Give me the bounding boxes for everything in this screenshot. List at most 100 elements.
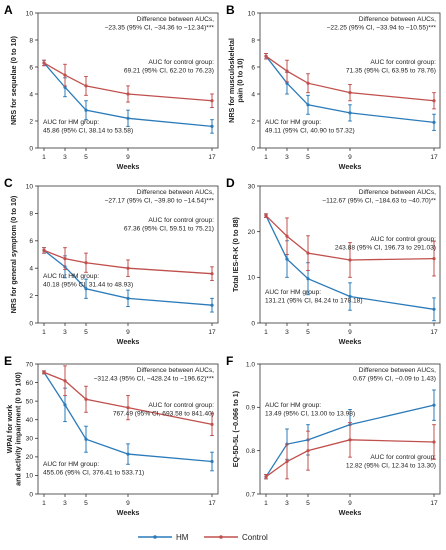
x-tick-label: 1 bbox=[42, 329, 46, 336]
data-point-control bbox=[348, 258, 352, 262]
series-control bbox=[264, 53, 436, 110]
y-tick-label: 30 bbox=[248, 183, 256, 190]
x-tick-label: 9 bbox=[348, 329, 352, 336]
data-point-control bbox=[306, 81, 310, 85]
x-tick-label: 3 bbox=[63, 500, 67, 507]
annotation-diff-title: Difference between AUCs, bbox=[137, 16, 214, 23]
y-axis-label: NRS for sequelae (0 to 10) bbox=[9, 35, 18, 125]
y-tick-label: 2 bbox=[251, 118, 255, 125]
y-axis-label: Total IES-R-K (0 to 88) bbox=[231, 216, 240, 292]
panel-b: B 0 2 4 6 8 10 1 3 5 9 17 Weeks NRS for musculoskelet… bbox=[226, 3, 441, 171]
annotation-control-value: 69.21 (95% CI, 62.20 to 76.23) bbox=[124, 68, 214, 75]
y-tick-label: 0.9 bbox=[246, 405, 255, 412]
data-point-control bbox=[264, 54, 268, 58]
data-point-control bbox=[432, 257, 436, 261]
panel-letter: D bbox=[226, 176, 235, 190]
y-tick-label: 70 bbox=[26, 361, 34, 368]
data-point-control bbox=[42, 61, 46, 65]
panel-f: F 0.7 0.8 0.9 1.0 1 3 5 9 17 Weeks EQ-5D-5L (−0.066… bbox=[226, 354, 441, 517]
y-axis-label: WPAI for workand activity impairment (0 … bbox=[5, 371, 23, 485]
y-tick-label: 2 bbox=[29, 293, 33, 300]
data-point-hm bbox=[285, 81, 289, 85]
data-point-control bbox=[210, 272, 214, 276]
y-tick-label: 0 bbox=[29, 145, 33, 152]
x-axis-label: Weeks bbox=[339, 162, 362, 171]
panel-e: E 0 10 20 30 40 50 60 70 1 3 5 9 17 Weeks WPAI for work… bbox=[4, 354, 219, 517]
y-axis-label-line: pain (0 to 10) bbox=[236, 58, 245, 103]
data-point-hm bbox=[126, 452, 130, 456]
y-tick-label: 8 bbox=[29, 211, 33, 218]
x-tick-label: 3 bbox=[285, 500, 289, 507]
y-tick-label: 0 bbox=[29, 320, 33, 327]
panel-letter: C bbox=[4, 176, 13, 190]
data-point-hm bbox=[432, 307, 436, 311]
series-control bbox=[42, 247, 214, 282]
data-point-control bbox=[264, 214, 268, 218]
data-point-hm bbox=[84, 287, 88, 291]
x-tick-label: 1 bbox=[264, 329, 268, 336]
data-point-hm bbox=[63, 403, 67, 407]
x-tick-label: 3 bbox=[285, 154, 289, 161]
data-point-hm bbox=[210, 459, 214, 464]
x-tick-label: 9 bbox=[126, 500, 130, 507]
x-tick-label: 3 bbox=[285, 329, 289, 336]
data-point-hm bbox=[63, 85, 67, 89]
series-control bbox=[264, 422, 436, 480]
annotation-diff-value: −27.17 (95% CI, −39.80 to −14.54)*** bbox=[105, 198, 215, 205]
data-point-hm bbox=[126, 296, 130, 300]
data-point-hm bbox=[348, 294, 352, 299]
x-tick-label: 17 bbox=[208, 329, 216, 336]
annotation-hm-title: AUC for HM group: bbox=[43, 461, 99, 468]
panel-letter: B bbox=[226, 3, 235, 17]
data-point-control bbox=[348, 438, 352, 442]
y-tick-label: 6 bbox=[29, 238, 33, 245]
x-tick-label: 5 bbox=[84, 500, 88, 507]
x-tick-label: 9 bbox=[348, 500, 352, 507]
x-tick-label: 9 bbox=[126, 154, 130, 161]
data-point-control bbox=[84, 261, 88, 265]
annotation-control-title: AUC for control group: bbox=[148, 59, 214, 66]
data-point-hm bbox=[126, 116, 130, 120]
legend-hm-marker bbox=[153, 535, 157, 539]
y-tick-label: 0 bbox=[251, 145, 255, 152]
y-tick-label: 10 bbox=[26, 183, 34, 190]
annotation-hm-title: AUC for HM group: bbox=[43, 119, 99, 126]
y-tick-label: 0 bbox=[29, 491, 33, 498]
series-control bbox=[42, 59, 214, 108]
x-tick-label: 9 bbox=[348, 154, 352, 161]
annotation-hm-value: 13.49 (95% CI, 13.00 to 13.98) bbox=[265, 411, 355, 418]
panel-letter: A bbox=[4, 3, 13, 17]
x-axis-label: Weeks bbox=[339, 337, 362, 346]
x-tick-label: 1 bbox=[264, 154, 268, 161]
annotation-control-value: 243.88 (95% CI, 196.73 to 291.03) bbox=[335, 245, 436, 252]
annotation-control-value: 12.82 (95% CI, 12.34 to 13.30) bbox=[346, 463, 436, 470]
data-point-control bbox=[42, 370, 46, 374]
data-point-control bbox=[63, 379, 67, 383]
x-tick-label: 3 bbox=[63, 329, 67, 336]
x-tick-label: 9 bbox=[126, 329, 130, 336]
annotation-hm-value: 45.86 (95% CI, 38.14 to 53.58) bbox=[43, 128, 133, 135]
y-tick-label: 40 bbox=[26, 417, 34, 424]
annotation-diff-title: Difference between AUCs, bbox=[137, 189, 214, 196]
x-axis-label: Weeks bbox=[117, 162, 140, 171]
annotation-control-value: 71.35 (95% CI, 63.95 to 78.76) bbox=[346, 68, 436, 75]
annotation-diff-value: −22.25 (95% CI, −33.94 to −10.55)*** bbox=[327, 25, 437, 32]
y-tick-label: 20 bbox=[248, 229, 256, 236]
panel-d: D 0 10 20 30 1 3 5 9 17 Weeks Total IES-R-K (0 to 8… bbox=[226, 176, 441, 346]
y-tick-label: 1.0 bbox=[246, 361, 255, 368]
y-tick-label: 6 bbox=[29, 64, 33, 71]
x-axis-label: Weeks bbox=[117, 337, 140, 346]
annotation-hm-value: 40.18 (95% CI, 31.44 to 48.93) bbox=[43, 282, 133, 289]
y-tick-label: 50 bbox=[26, 398, 34, 405]
panel-letter: F bbox=[226, 354, 233, 368]
data-point-control bbox=[264, 475, 268, 479]
annotation-hm-title: AUC for HM group: bbox=[265, 119, 321, 126]
series-hm bbox=[42, 370, 214, 472]
annotation-diff-value: −23.35 (95% CI, −34.36 to −12.34)*** bbox=[105, 25, 215, 32]
data-point-hm bbox=[306, 277, 310, 281]
y-tick-label: 8 bbox=[251, 37, 255, 44]
y-tick-label: 0.7 bbox=[246, 491, 255, 498]
y-tick-label: 0 bbox=[251, 320, 255, 327]
data-point-control bbox=[42, 248, 46, 252]
data-point-hm bbox=[210, 303, 214, 307]
